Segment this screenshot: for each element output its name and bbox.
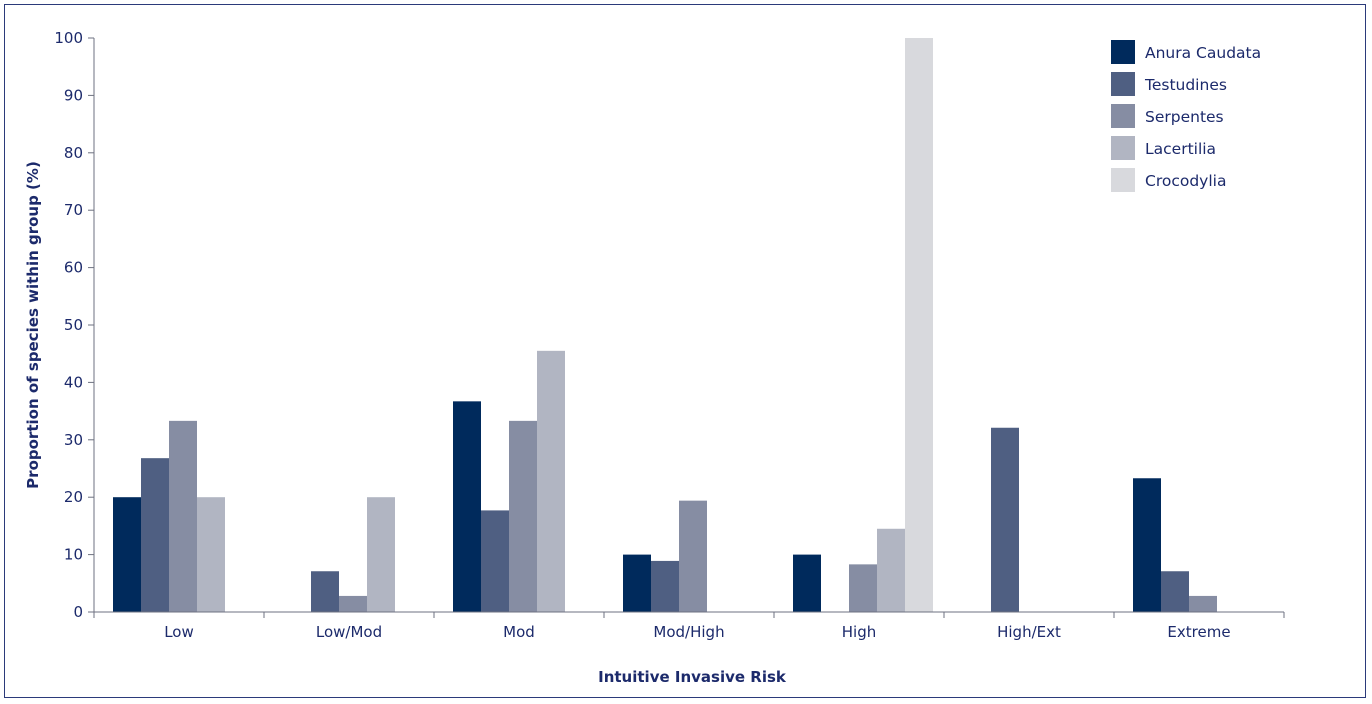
legend: Anura Caudata Testudines Serpentes Lacertil… [1111,40,1261,192]
y-tick-label: 20 [64,488,83,506]
x-tick-label: High/Ext [997,623,1061,641]
y-tick-label: 40 [64,373,83,391]
bar-crocodylia [905,38,933,612]
bar-testudines [651,560,679,612]
bar-anura-caudata [113,497,141,612]
bar-serpentes [849,564,877,612]
bar-testudines [991,427,1019,612]
legend-swatch [1111,72,1135,96]
bar-serpentes [509,420,537,612]
bar-anura-caudata [453,401,481,612]
legend-swatch [1111,136,1135,160]
bar-serpentes [1189,595,1217,612]
bar-testudines [1161,571,1189,612]
y-tick-label: 10 [64,546,83,564]
bar-lacertilia [197,497,225,612]
y-tick-label: 50 [64,316,83,334]
bar-lacertilia [537,350,565,612]
x-axis-title: Intuitive Invasive Risk [598,668,787,686]
y-tick-label: 60 [64,259,83,277]
bar-anura-caudata [1133,478,1161,612]
bar-anura-caudata [793,554,821,612]
legend-swatch [1111,104,1135,128]
y-tick-label: 80 [64,144,83,162]
bar-serpentes [339,595,367,612]
legend-label: Testudines [1144,76,1227,94]
bar-testudines [481,510,509,612]
legend-swatch [1111,40,1135,64]
y-tick-label: 30 [64,431,83,449]
bar-serpentes [169,420,197,612]
x-tick-label: Mod/High [653,623,724,641]
bar-testudines [141,458,169,612]
bar-testudines [311,571,339,612]
y-tick-label: 90 [64,86,83,104]
x-axis-ticks: Low Low/Mod Mod Mod/High High High/Ext Extreme [93,612,1285,641]
bar-lacertilia [367,497,395,612]
bar-anura-caudata [623,554,651,612]
x-tick-label: High [842,623,876,641]
y-tick-label: 70 [64,201,83,219]
y-axis-title: Proportion of species within group (%) [24,161,42,489]
legend-swatch [1111,168,1135,192]
y-tick-label: 100 [54,29,83,47]
x-tick-label: Extreme [1167,623,1230,641]
legend-label: Crocodylia [1145,172,1226,190]
bar-serpentes [679,500,707,612]
y-tick-label: 0 [73,603,83,621]
y-axis-ticks: 0 10 20 30 40 50 60 70 80 90 100 [54,29,94,621]
x-tick-label: Low [164,623,194,641]
legend-label: Serpentes [1145,108,1224,126]
legend-label: Lacertilia [1145,140,1216,158]
x-tick-label: Mod [503,623,535,641]
bars [113,38,1217,612]
bar-lacertilia [877,528,905,612]
legend-label: Anura Caudata [1145,44,1261,62]
x-tick-label: Low/Mod [316,623,382,641]
